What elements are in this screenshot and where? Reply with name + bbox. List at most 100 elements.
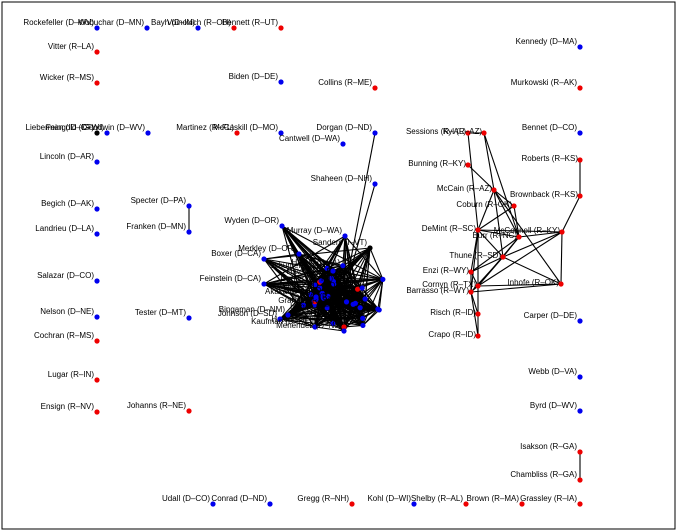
node-label: Roberts (R–KS) — [522, 154, 579, 163]
edge-barrasso-crapo — [470, 291, 479, 337]
edge-mccain-coburn — [493, 189, 515, 207]
node-label: Menendez (D–NJ) — [276, 321, 341, 330]
node-label: Kyl (R–AZ) — [443, 127, 482, 136]
node-marker — [372, 181, 378, 187]
senator-node-mccaskill: McCaskill (D–MO) — [213, 123, 284, 136]
node-layer: Rockefeller (D–WV)Klobuchar (D–MN) Bayh (… — [23, 18, 583, 507]
node-label: Udall (D–CO) — [162, 494, 210, 503]
node-label: Kohl (D–WI) — [367, 494, 411, 503]
cluster-node — [357, 305, 363, 311]
node-label: Sanders (I–VT) — [313, 238, 368, 247]
senator-node-collins: Collins (R–ME) — [318, 78, 378, 91]
node-label: Shelby (R–AL) — [411, 494, 463, 503]
senator-node-demint: DeMint (R–SC) — [422, 224, 481, 233]
node-label: Wyden (D–OR) — [224, 216, 279, 225]
senator-node-akaka: Akaka (D–HI) — [265, 287, 319, 300]
node-marker — [372, 85, 378, 91]
senator-node-menendez: Menendez (D–NJ) — [276, 321, 347, 334]
senator-node-brownback: Brownback (R–KS) — [510, 190, 583, 199]
edge-barrasso-risch — [470, 291, 479, 315]
cluster-node — [324, 305, 330, 311]
cluster-edge — [287, 314, 316, 328]
senator-node-risch: Risch (R–ID) — [430, 308, 481, 317]
node-marker — [577, 44, 583, 50]
senator-node-sanders: Sanders (I–VT) — [313, 238, 373, 251]
edge-demint-barrasso — [470, 229, 479, 293]
node-label: Bennett (R–UT) — [222, 18, 278, 27]
cluster-node — [317, 285, 323, 291]
node-label: Crapo (R–ID) — [428, 330, 476, 339]
node-marker — [186, 408, 192, 414]
node-marker — [475, 311, 481, 317]
edge-kyl-burr — [483, 132, 520, 238]
cluster-node — [359, 285, 365, 291]
node-label: Brown (R–MA) — [467, 494, 520, 503]
senator-node-coburn: Coburn (R–OK) — [456, 200, 517, 209]
cluster-node-label: Hatch (R–UT) — [287, 267, 337, 276]
node-marker — [577, 193, 583, 199]
node-label: Burr (R–NC) — [473, 231, 518, 240]
node-label: McConnell (R–KY) — [494, 226, 561, 235]
node-marker — [411, 501, 417, 507]
node-label: Rockefeller (D–WV) — [23, 18, 94, 27]
node-label: Bingaman (D–NM) — [219, 305, 286, 314]
cluster-edge — [314, 303, 354, 328]
cluster-node — [362, 296, 368, 302]
senator-node-martinez: Martinez (R–FL) — [176, 123, 240, 136]
senator-node-franken: Franken (D–MN) — [126, 222, 192, 235]
node-label: Landrieu (D–LA) — [35, 224, 94, 233]
node-marker — [278, 79, 284, 85]
node-label: Feinstein (D–CA) — [200, 274, 262, 283]
senator-node-feingold: Feingold (D–WI) — [46, 123, 110, 136]
node-label: Shaheen (D–NH) — [311, 174, 373, 183]
node-label: Bunning (R–KY) — [408, 159, 466, 168]
cluster-node-label: Mikulski (D–MD) — [279, 281, 338, 290]
node-marker — [465, 162, 471, 168]
cluster-edge — [369, 247, 384, 280]
node-label: Voinovich (R–OH) — [167, 18, 231, 27]
node-marker — [279, 223, 285, 229]
node-marker — [500, 254, 506, 260]
cluster-edge — [326, 268, 329, 297]
edge-mccain-inhofe — [493, 189, 562, 285]
senator-node-lugar: Lugar (R–IN) — [48, 370, 100, 383]
senator-node-brown: Brown (R–MA) — [467, 494, 525, 507]
node-marker — [577, 449, 583, 455]
edge-demint-mcconnell — [477, 229, 563, 233]
senator-node-burr: Burr (R–NC) — [473, 231, 522, 240]
node-label: Barrasso (R–WY) — [406, 286, 469, 295]
node-marker — [475, 283, 481, 289]
senator-node-johanns: Johanns (R–NE) — [127, 401, 192, 414]
cluster-edge — [315, 247, 371, 298]
node-marker — [372, 130, 378, 136]
node-label: Johanns (R–NE) — [127, 401, 186, 410]
edge-layer — [188, 132, 581, 480]
edge-shaheen-cluster — [344, 183, 376, 291]
node-label: Collins (R–ME) — [318, 78, 372, 87]
node-marker — [261, 281, 267, 287]
node-label: Martinez (R–FL) — [176, 123, 234, 132]
cluster-edge — [327, 296, 345, 332]
cluster-node — [360, 315, 366, 321]
node-marker — [231, 25, 237, 31]
node-marker — [367, 245, 373, 251]
cluster-edge — [343, 287, 363, 332]
node-marker — [144, 25, 150, 31]
node-label: Akaka (D–HI) — [265, 287, 313, 296]
node-label: Cantwell (D–WA) — [279, 134, 340, 143]
cluster-edge — [263, 270, 334, 285]
node-marker — [340, 141, 346, 147]
cluster-node — [328, 275, 334, 281]
node-label: Klobuchar (D–MN) — [78, 18, 145, 27]
senator-node-grassley: Grassley (R–IA) — [520, 494, 583, 507]
edge-demint-burr — [477, 229, 520, 238]
cluster-node-label: Hagan (D–NC) — [290, 302, 343, 311]
node-marker — [267, 501, 273, 507]
senator-node-gregg: Gregg (R–NH) — [297, 494, 355, 507]
senator-node-dorgan: Dorgan (D–ND) — [316, 123, 378, 136]
cluster-edge — [344, 235, 384, 280]
node-marker — [94, 278, 100, 284]
node-label: Salazar (D–CO) — [37, 271, 94, 280]
senator-node-roberts: Roberts (R–KS) — [522, 154, 583, 163]
node-marker — [186, 203, 192, 209]
